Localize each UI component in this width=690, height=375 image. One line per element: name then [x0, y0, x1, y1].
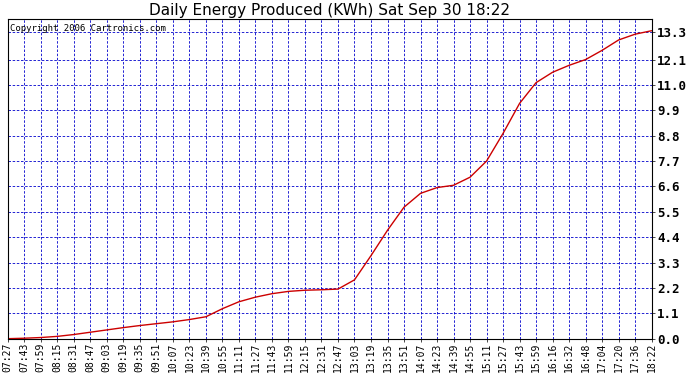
Title: Daily Energy Produced (KWh) Sat Sep 30 18:22: Daily Energy Produced (KWh) Sat Sep 30 1… [149, 3, 510, 18]
Text: Copyright 2006 Cartronics.com: Copyright 2006 Cartronics.com [10, 24, 166, 33]
